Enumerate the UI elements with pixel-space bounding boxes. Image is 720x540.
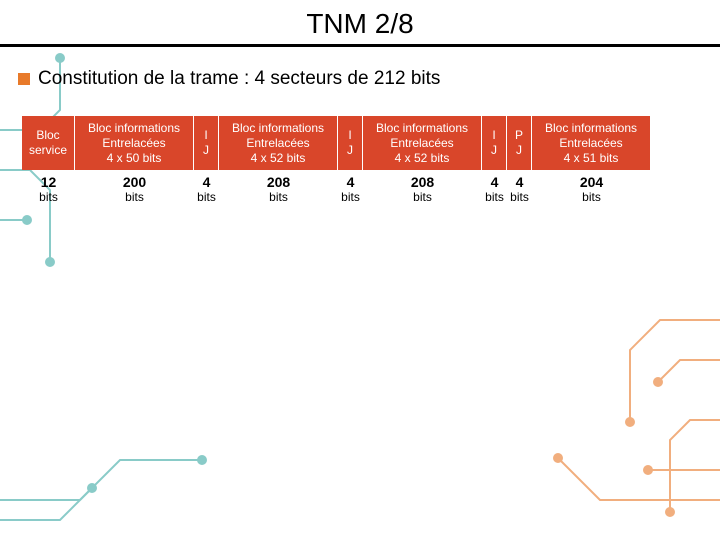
block-line: Entrelacées [390,136,453,151]
frame-block-7: PJ [507,116,531,170]
block-size-unit: bits [413,190,432,204]
block-size-unit: bits [39,190,58,204]
block-line: 4 x 50 bits [107,151,162,166]
block-size-1: 200bits [75,174,194,204]
block-size-number: 4 [203,174,211,190]
content-area: Constitution de la trame : 4 secteurs de… [0,48,720,204]
block-line: service [29,143,67,158]
bullet-text: Constitution de la trame : 4 secteurs de… [38,68,440,90]
frame-sizes-row: 12bits200bits4bits208bits4bits208bits4bi… [22,174,702,204]
frame-block-4: IJ [338,116,362,170]
block-line: 4 x 51 bits [564,151,619,166]
bullet-row: Constitution de la trame : 4 secteurs de… [18,68,702,90]
block-size-number: 4 [516,174,524,190]
block-size-number: 208 [267,174,290,190]
block-size-unit: bits [485,190,504,204]
block-size-number: 4 [347,174,355,190]
block-size-unit: bits [125,190,144,204]
block-line: Bloc informations [545,121,637,136]
block-size-number: 204 [580,174,603,190]
block-line: I [348,128,351,143]
title-bar: TNM 2/8 [0,0,720,48]
block-size-number: 208 [411,174,434,190]
block-line: Bloc informations [376,121,468,136]
block-line: Bloc [36,128,59,143]
block-size-7: 4bits [507,174,532,204]
block-line: Bloc informations [88,121,180,136]
block-line: Bloc informations [232,121,324,136]
frame-block-5: Bloc informationsEntrelacées4 x 52 bits [363,116,481,170]
block-line: 4 x 52 bits [251,151,306,166]
block-size-8: 204bits [532,174,651,204]
frame-block-8: Bloc informationsEntrelacées4 x 51 bits [532,116,650,170]
frame-block-0: Blocservice [22,116,74,170]
block-line: I [492,128,495,143]
frame-block-6: IJ [482,116,506,170]
block-size-4: 4bits [338,174,363,204]
bullet-square-icon [18,73,30,85]
frame-block-1: Bloc informationsEntrelacées4 x 50 bits [75,116,193,170]
frame-block-2: IJ [194,116,218,170]
block-size-3: 208bits [219,174,338,204]
block-line: J [347,143,353,158]
title-underline [0,44,720,47]
page-title: TNM 2/8 [306,8,413,40]
block-line: J [203,143,209,158]
block-line: I [204,128,207,143]
block-line: P [515,128,523,143]
block-line: J [516,143,522,158]
block-size-0: 12bits [22,174,75,204]
block-size-unit: bits [269,190,288,204]
block-size-number: 12 [41,174,57,190]
frame-blocks-row: BlocserviceBloc informationsEntrelacées4… [22,116,702,170]
block-size-unit: bits [582,190,601,204]
block-size-6: 4bits [482,174,507,204]
block-line: Entrelacées [102,136,165,151]
block-size-unit: bits [510,190,529,204]
block-size-2: 4bits [194,174,219,204]
block-line: J [491,143,497,158]
block-size-unit: bits [341,190,360,204]
frame-block-3: Bloc informationsEntrelacées4 x 52 bits [219,116,337,170]
block-size-number: 4 [491,174,499,190]
block-line: 4 x 52 bits [395,151,450,166]
block-size-unit: bits [197,190,216,204]
block-size-number: 200 [123,174,146,190]
block-line: Entrelacées [246,136,309,151]
block-size-5: 208bits [363,174,482,204]
block-line: Entrelacées [559,136,622,151]
